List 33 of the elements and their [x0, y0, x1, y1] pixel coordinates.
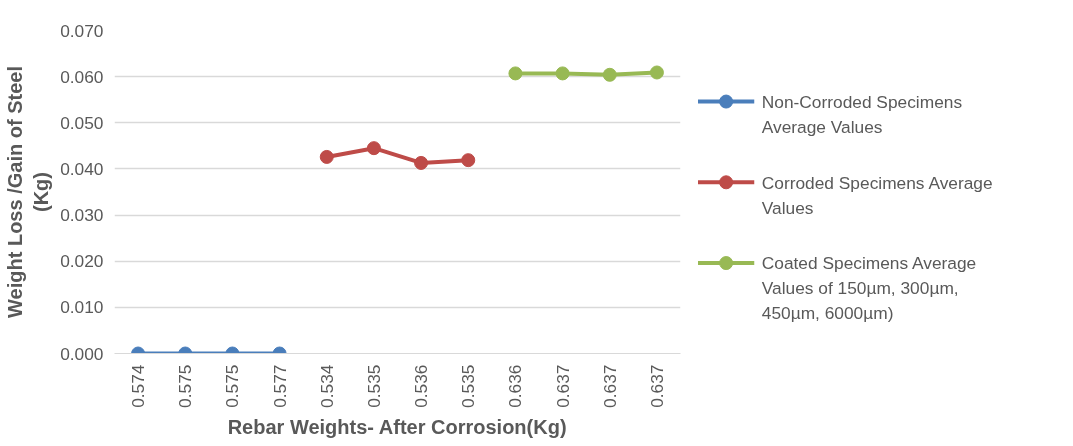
point — [414, 155, 429, 170]
legend-label: Non-Corroded Specimens Average Values — [761, 91, 963, 137]
x-tick-label: 0.575 — [222, 364, 243, 408]
point — [649, 65, 664, 80]
point — [366, 141, 381, 156]
y-tick-label: 0.000 — [60, 343, 104, 364]
y-tick-label: 0.030 — [60, 205, 104, 226]
y-tick-label: 0.070 — [60, 20, 104, 41]
x-tick-label: 0.535 — [363, 364, 384, 408]
x-tick-label: 0.536 — [411, 364, 432, 408]
point — [602, 67, 617, 82]
y-tick-label: 0.050 — [60, 112, 104, 133]
x-tick-label: 0.637 — [646, 364, 667, 408]
legend-label: Corroded Specimens Average Values — [761, 172, 993, 218]
x-tick-label: 0.534 — [316, 364, 337, 408]
y-tick-label: 0.060 — [60, 66, 104, 87]
x-tick-label: 0.575 — [175, 364, 196, 408]
point — [508, 66, 523, 81]
y-axis-title: Weight Loss /Gain of Steel (Kg) — [3, 66, 53, 318]
x-axis-title: Rebar Weights- After Corrosion(Kg) — [227, 415, 567, 438]
x-tick-label: 0.637 — [552, 364, 573, 408]
y-tick-label: 0.040 — [60, 158, 104, 179]
legend-label: Coated Specimens Average Values of 150µm, 300µm, 450µm, 6000µm) — [761, 253, 977, 324]
y-tick-label: 0.010 — [60, 297, 104, 318]
x-tick-label: 0.574 — [128, 364, 149, 408]
y-tick-label: 0.020 — [60, 251, 104, 272]
point — [319, 149, 334, 164]
x-tick-label: 0.535 — [458, 364, 479, 408]
point — [555, 66, 570, 81]
x-tick-label: 0.637 — [599, 364, 620, 408]
point — [461, 153, 476, 168]
x-tick-label: 0.577 — [269, 364, 290, 408]
x-tick-label: 0.636 — [505, 364, 526, 408]
